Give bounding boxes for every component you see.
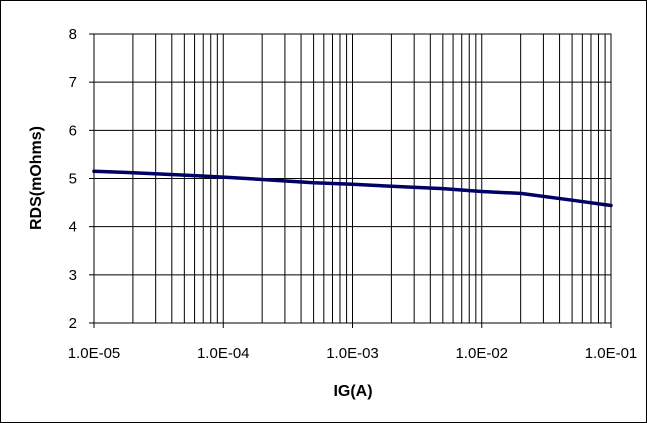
y-tick-label: 6	[69, 122, 77, 139]
y-tick-label: 7	[69, 74, 77, 91]
y-tick-labels: 2 3 4 5 6 7 8	[69, 26, 94, 332]
y-tick-label: 4	[69, 219, 77, 236]
y-tick-label: 5	[69, 171, 77, 188]
x-tick-label: 1.0E-05	[68, 345, 121, 362]
x-tick-label: 1.0E-01	[585, 345, 638, 362]
series-group	[92, 169, 613, 208]
y-tick-label: 2	[69, 315, 77, 332]
y-axis-title: RDS(mOhms)	[28, 126, 45, 230]
x-tick-label: 1.0E-03	[326, 345, 379, 362]
x-tick-label: 1.0E-04	[197, 345, 250, 362]
x-tick-label: 1.0E-02	[455, 345, 508, 362]
y-tick-label: 8	[69, 26, 77, 43]
x-tick-labels: 1.0E-05 1.0E-04 1.0E-03 1.0E-02 1.0E-01	[68, 323, 638, 362]
series-line	[92, 169, 613, 208]
y-tick-label: 3	[69, 267, 77, 284]
x-axis-title: IG(A)	[333, 383, 372, 400]
